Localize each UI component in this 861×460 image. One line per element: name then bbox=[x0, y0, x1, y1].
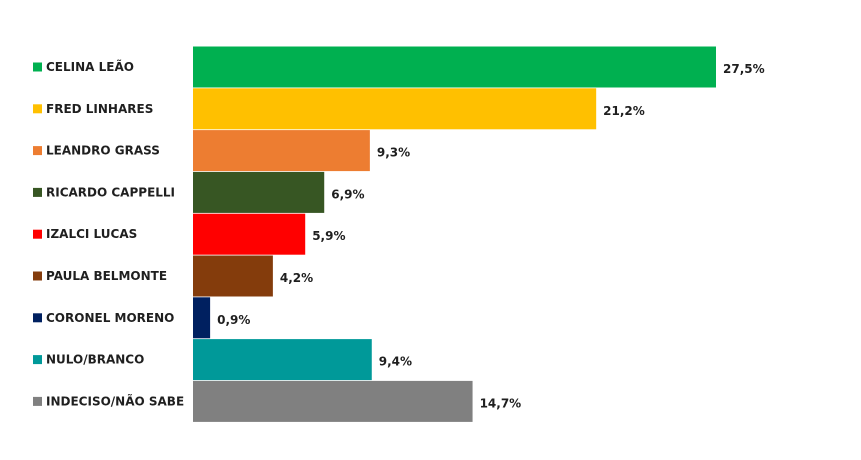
legend-marker bbox=[33, 313, 42, 323]
value-labels: 27,5% 21,2% 9,3% 6,9% 5,9% 4,2% 0,9% 9,4% 14,7% bbox=[217, 62, 765, 410]
data-label: 0,9% bbox=[217, 313, 250, 327]
bar bbox=[193, 130, 370, 172]
legend-label: CELINA LEÃO bbox=[46, 59, 134, 74]
legend-label: PAULA BELMONTE bbox=[46, 269, 167, 283]
data-label: 14,7% bbox=[480, 396, 522, 410]
data-label: 9,3% bbox=[377, 146, 410, 160]
bar bbox=[193, 297, 211, 339]
legend-label: IZALCI LUCAS bbox=[46, 227, 137, 241]
bar bbox=[193, 213, 306, 255]
legend-marker bbox=[33, 146, 42, 156]
legend-label: RICARDO CAPPELLI bbox=[46, 185, 175, 199]
data-label: 9,4% bbox=[379, 355, 412, 369]
legend-label: CORONEL MORENO bbox=[46, 311, 174, 325]
data-label: 4,2% bbox=[280, 271, 313, 285]
bar bbox=[193, 255, 273, 297]
legend-label: FRED LINHARES bbox=[46, 102, 153, 116]
legend-marker bbox=[33, 187, 42, 197]
legend-marker bbox=[33, 104, 42, 114]
bar bbox=[193, 88, 597, 130]
legend-marker bbox=[33, 229, 42, 239]
data-label: 21,2% bbox=[603, 104, 645, 118]
legend-label: LEANDRO GRASS bbox=[46, 144, 160, 158]
bars bbox=[193, 46, 716, 422]
bar bbox=[193, 46, 716, 88]
legend-marker bbox=[33, 355, 42, 365]
bar bbox=[193, 339, 372, 381]
data-label: 5,9% bbox=[312, 229, 345, 243]
bar bbox=[193, 171, 325, 213]
legend-label: INDECISO/NÃO SABE bbox=[46, 393, 184, 408]
data-label: 6,9% bbox=[331, 187, 364, 201]
legend: CELINA LEÃO FRED LINHARES LEANDRO GRASS RIC… bbox=[33, 59, 184, 408]
legend-marker bbox=[33, 396, 42, 406]
data-label: 27,5% bbox=[723, 62, 765, 76]
legend-marker bbox=[33, 271, 42, 281]
bar bbox=[193, 380, 473, 422]
legend-label: NULO/BRANCO bbox=[46, 353, 144, 367]
legend-marker bbox=[33, 62, 42, 72]
